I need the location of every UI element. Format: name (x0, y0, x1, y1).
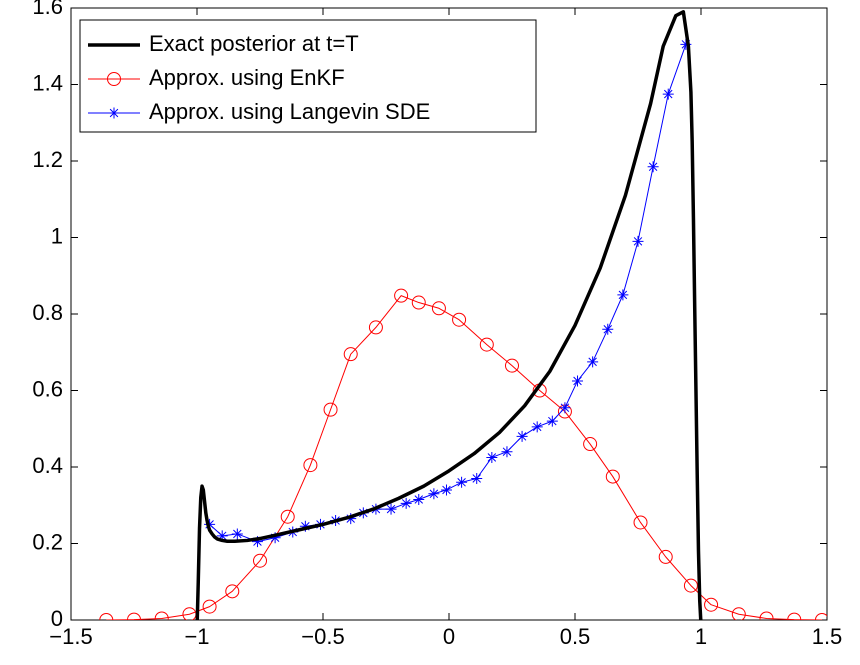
data-point (253, 553, 267, 568)
x-tick-label: 0 (443, 624, 455, 649)
y-tick-label: 0.4 (32, 453, 63, 478)
y-tick-label: 1 (51, 223, 63, 248)
x-tick-label: −1.5 (49, 624, 92, 649)
data-point (647, 161, 659, 173)
legend-label-exact: Exact posterior at t=T (149, 31, 359, 56)
data-point (127, 612, 141, 620)
x-axis: −1.5 −1 −0.5 0 0.5 1 1.5 (49, 8, 842, 649)
data-point (479, 337, 494, 352)
data-point (559, 402, 571, 414)
data-point (385, 503, 397, 515)
data-point (400, 497, 412, 509)
data-point (251, 536, 263, 548)
data-point (531, 421, 543, 433)
x-tick-label: 1.5 (812, 624, 843, 649)
data-point (759, 611, 774, 620)
series-1 (99, 288, 827, 620)
y-tick-label: 0.2 (32, 529, 63, 554)
data-point (658, 549, 673, 564)
data-point (602, 323, 614, 335)
data-point (394, 288, 409, 303)
data-point (368, 320, 383, 335)
x-tick-label: −0.5 (301, 624, 344, 649)
data-point (505, 358, 519, 373)
y-tick-label: 1.2 (32, 147, 63, 172)
legend-label-langevin: Approx. using Langevin SDE (149, 99, 430, 124)
data-point (345, 513, 357, 525)
legend-samples (88, 43, 140, 119)
data-point (343, 347, 358, 362)
legend-label-enkf: Approx. using EnKF (149, 65, 345, 90)
series-line (106, 295, 822, 620)
data-point (787, 612, 802, 620)
legend: Exact posterior at t=T Approx. using EnK… (79, 19, 537, 133)
data-point (617, 289, 629, 301)
data-point (269, 532, 281, 544)
data-point (231, 528, 243, 540)
data-point (202, 599, 217, 614)
data-point (471, 472, 483, 484)
x-tick-label: −1 (184, 624, 209, 649)
data-point (225, 584, 240, 599)
y-tick-label: 0 (51, 606, 63, 631)
data-point (428, 488, 440, 500)
data-point (431, 301, 446, 316)
y-tick-label: 0.6 (32, 376, 63, 401)
data-point (583, 437, 598, 452)
legend-box (79, 19, 537, 133)
data-point (683, 578, 698, 593)
data-point (516, 430, 528, 442)
data-point (452, 312, 467, 327)
legend-marker-2 (108, 107, 120, 119)
series-0 (195, 10, 703, 620)
data-point (280, 509, 295, 524)
data-point (440, 484, 452, 496)
series-line (195, 10, 703, 620)
data-point (299, 520, 311, 532)
data-point (154, 611, 169, 620)
series-layer (99, 10, 827, 620)
data-point (99, 613, 114, 620)
data-point (486, 451, 498, 463)
data-point (605, 469, 620, 484)
data-point (572, 375, 584, 387)
data-point (546, 415, 558, 427)
data-point (632, 235, 644, 247)
y-axis: 0 0.2 0.4 0.6 0.8 1 1.2 1.4 1.6 (32, 0, 827, 631)
y-tick-label: 1.4 (32, 70, 63, 95)
data-point (413, 494, 425, 506)
data-point (587, 356, 599, 368)
y-tick-label: 1.6 (32, 0, 63, 19)
data-point (456, 476, 468, 488)
data-point (704, 597, 719, 612)
data-point (216, 530, 228, 542)
data-point (323, 402, 338, 417)
x-tick-label: 0.5 (560, 624, 591, 649)
data-point (501, 446, 513, 458)
data-point (814, 613, 827, 620)
data-point (731, 607, 746, 620)
x-tick-label: 1 (695, 624, 707, 649)
data-point (411, 295, 426, 310)
y-tick-label: 0.8 (32, 300, 63, 325)
legend-marker-1 (107, 72, 121, 86)
data-point (680, 38, 692, 50)
data-point (303, 458, 318, 473)
data-point (662, 88, 674, 100)
data-point (633, 515, 648, 530)
